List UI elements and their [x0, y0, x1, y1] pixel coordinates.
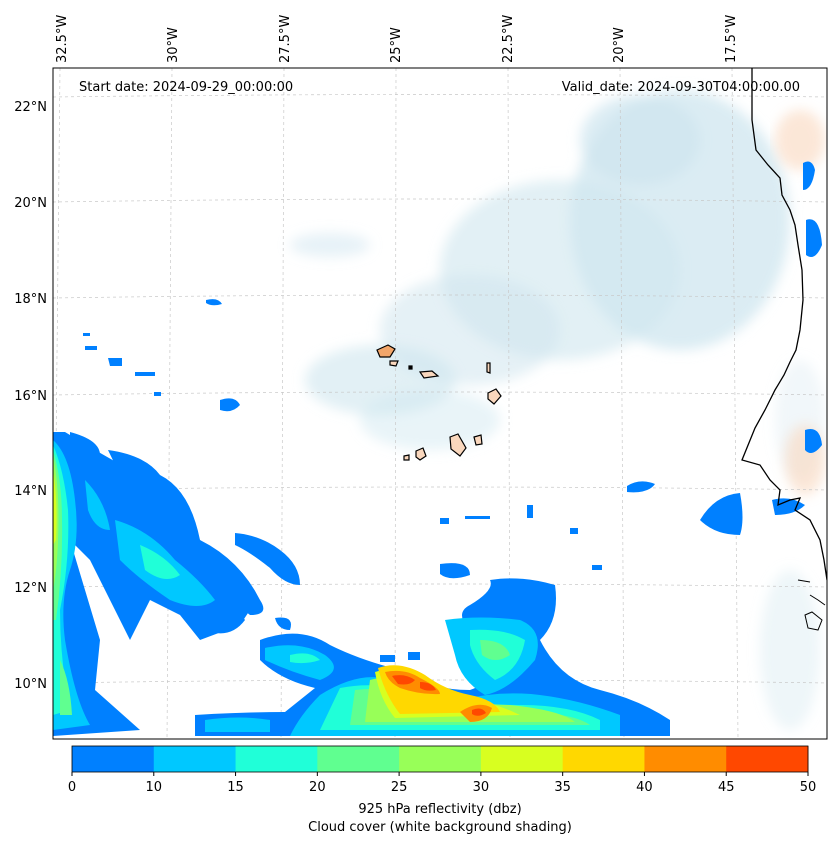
lat-label: 22°N: [14, 100, 47, 115]
colorbar-tick-label: 45: [718, 780, 735, 795]
colorbar-swatch: [399, 746, 482, 772]
coast-inlet-1: [809, 594, 826, 606]
colorbar-swatch: [235, 746, 318, 772]
africa-coastline: [741, 68, 827, 581]
valid-date-label: Valid_date: 2024-09-30T04:00:00.00: [562, 80, 800, 95]
lon-label: 32.5°W: [55, 15, 70, 63]
colorbar-tick-label: 35: [554, 780, 571, 795]
lat-label: 14°N: [14, 484, 47, 499]
start-date-label: Start date: 2024-09-29_00:00:00: [79, 80, 293, 95]
colorbar-swatch: [644, 746, 727, 772]
cape-verde-islands: [376, 344, 502, 461]
coast-inlet-2: [804, 611, 823, 631]
colorbar-swatch: [726, 746, 809, 772]
colorbar-tick-label: 15: [227, 780, 244, 795]
colorbar-tick-label: 50: [800, 780, 817, 795]
colorbar-tick-label: 20: [309, 780, 326, 795]
coast-inlet-3: [797, 579, 811, 583]
colorbar-tick-label: 10: [146, 780, 163, 795]
lat-label: 18°N: [14, 292, 47, 307]
map-frame: [52, 67, 828, 740]
colorbar-swatch: [317, 746, 400, 772]
lon-label: 17.5°W: [724, 15, 739, 63]
lat-label: 20°N: [14, 196, 47, 211]
longitude-labels: 32.5°W 30°W 27.5°W 25°W 22.5°W 20°W 17.5…: [55, 15, 739, 63]
colorbar-swatch: [72, 746, 155, 772]
colorbar-frame: [71, 745, 809, 773]
colorbar-sublabel: Cloud cover (white background shading): [308, 820, 572, 835]
colorbar-tick-label: 40: [636, 780, 653, 795]
colorbar-tick-label: 25: [391, 780, 408, 795]
colorbar-swatch: [480, 746, 564, 772]
lat-label: 12°N: [14, 581, 47, 596]
colorbar: 0 10 15 20 25 30 35 40 45 50: [68, 745, 817, 795]
colorbar-swatch: [153, 746, 237, 772]
lat-label: 10°N: [14, 677, 47, 692]
colorbar-label: 925 hPa reflectivity (dbz): [358, 802, 521, 817]
lon-label: 30°W: [166, 27, 181, 63]
lat-label: 16°N: [14, 389, 47, 404]
lon-label: 20°W: [612, 27, 627, 63]
lon-label: 27.5°W: [278, 15, 293, 63]
colorbar-tick-label: 30: [473, 780, 490, 795]
lon-label: 22.5°W: [501, 15, 516, 63]
latitude-labels: 22°N 20°N 18°N 16°N 14°N 12°N 10°N: [14, 100, 47, 692]
lon-label: 25°W: [389, 27, 404, 63]
colorbar-swatch: [562, 746, 645, 772]
colorbar-tick-label: 0: [68, 780, 76, 795]
reflectivity-layer-45-50: [392, 675, 486, 716]
